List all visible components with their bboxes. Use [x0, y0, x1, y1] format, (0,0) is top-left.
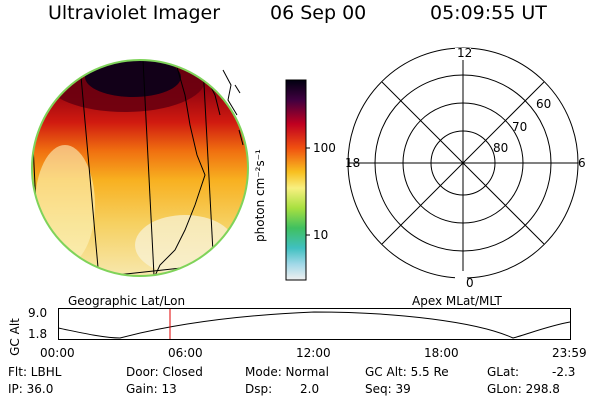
- mlt-label-bottom: 0: [466, 276, 474, 290]
- info-dsp-value: 2.0: [300, 382, 320, 396]
- lat-label-60: 60: [536, 97, 552, 111]
- lat-label-70: 70: [512, 120, 528, 134]
- info-gain: Gain: 13: [126, 382, 177, 396]
- timeline-xtick-0600: 06:00: [168, 346, 203, 360]
- timeline-plot: [58, 308, 571, 340]
- lat-label-80: 80: [493, 141, 509, 155]
- timeline-right-label: Apex MLat/MLT: [412, 294, 502, 308]
- colorbar-tick-100: 100: [313, 141, 336, 155]
- colorbar-unit-label: photon cm⁻²s⁻¹: [253, 149, 267, 242]
- timeline-left-label: Geographic Lat/Lon: [68, 294, 186, 308]
- info-mode: Mode: Normal: [245, 365, 329, 379]
- info-glon: GLon: 298.8: [487, 382, 560, 396]
- mlt-label-left: 18: [345, 156, 361, 170]
- info-dsp-label: Dsp:: [245, 382, 273, 396]
- info-gcalt: GC Alt: 5.5 Re: [365, 365, 449, 379]
- timeline-ytick-low: 1.8: [28, 327, 48, 341]
- timeline-xtick-1800: 18:00: [424, 346, 459, 360]
- timeline-axis-label: GC Alt: [7, 318, 22, 356]
- colorbar-tick-10: 10: [313, 228, 329, 242]
- info-glat-value: -2.3: [552, 365, 576, 379]
- info-ip: IP: 36.0: [8, 382, 54, 396]
- timeline-xtick-0000: 00:00: [40, 346, 75, 360]
- polar-grid-plot: [347, 47, 579, 283]
- date-label: 06 Sep 00: [270, 2, 367, 24]
- mlt-label-top: 12: [457, 46, 473, 60]
- timeline-ytick-high: 9.0: [28, 306, 48, 320]
- mlt-label-right: 6: [578, 156, 586, 170]
- timeline-xtick-2359: 23:59: [552, 346, 587, 360]
- time-label: 05:09:55 UT: [430, 2, 547, 24]
- info-door: Door: Closed: [126, 365, 203, 379]
- timeline-xtick-1200: 12:00: [296, 346, 331, 360]
- info-seq: Seq: 39: [365, 382, 411, 396]
- uv-earth-image: [31, 59, 249, 277]
- colorbar: [285, 79, 310, 281]
- info-flt: Flt: LBHL: [8, 365, 62, 379]
- info-glat-label: GLat:: [487, 365, 520, 379]
- instrument-title: Ultraviolet Imager: [48, 2, 221, 24]
